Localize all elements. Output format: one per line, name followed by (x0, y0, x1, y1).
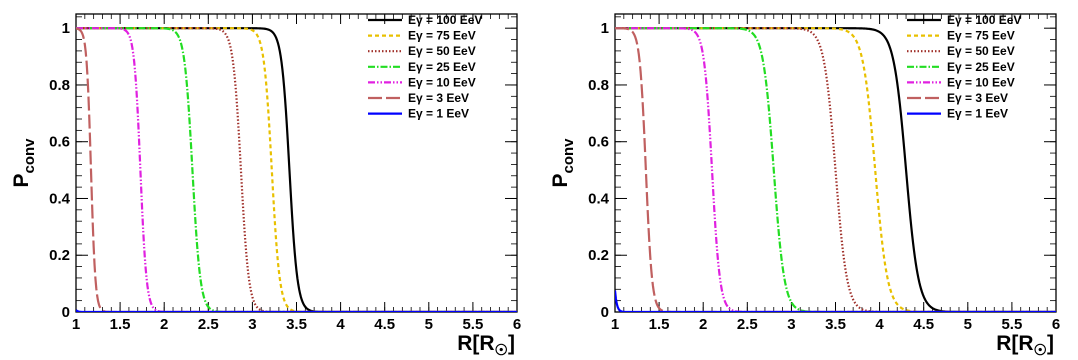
y-tick-label: 0 (62, 304, 70, 321)
x-tick-label: 2 (699, 316, 707, 333)
y-axis-title: Pconv (10, 138, 38, 188)
y-tick-label: 0.6 (49, 134, 70, 151)
x-tick-label: 3.5 (286, 316, 307, 333)
legend-entry-label: Eγ = 1 EeV (408, 107, 469, 121)
x-tick-label: 1 (72, 316, 80, 333)
y-tick-label: 0.6 (588, 134, 609, 151)
y-tick-label: 0 (601, 304, 609, 321)
legend-entry-label: Eγ = 100 EeV (947, 13, 1021, 27)
y-tick-label: 0.8 (49, 77, 70, 94)
x-axis-title: R[R☉] (996, 332, 1054, 359)
x-tick-label: 2.5 (198, 316, 219, 333)
chart-left: 1 1.5 2 2.5 3 3.5 4 4.5 5 5.5 6 0 0.2 0.4 0.6 0.8 1 R[R☉]… (10, 13, 521, 359)
x-tick-label: 3.5 (825, 316, 846, 333)
x-tick-label: 3 (248, 316, 256, 333)
y-tick-label: 0.8 (588, 77, 609, 94)
x-tick-label: 4 (336, 316, 345, 333)
x-tick-label: 2.5 (737, 316, 758, 333)
x-tick-label: 6 (513, 316, 521, 333)
legend-entry-label: Eγ = 3 EeV (408, 91, 469, 105)
legend-entry-label: Eγ = 10 EeV (408, 75, 476, 89)
y-tick-label: 1 (62, 20, 70, 37)
x-tick-label: 1 (611, 316, 619, 333)
x-tick-label: 5 (964, 316, 972, 333)
legend-entry-label: Eγ = 50 EeV (947, 44, 1015, 58)
x-tick-label: 4.5 (374, 316, 395, 333)
y-tick-label: 0.4 (588, 190, 610, 207)
x-tick-label: 1.5 (649, 316, 670, 333)
y-tick-label: 0.2 (588, 247, 609, 264)
legend-entry-label: Eγ = 3 EeV (947, 91, 1008, 105)
series-group (615, 27, 1056, 312)
x-axis-title: R[R☉] (457, 332, 515, 359)
legend-entry-label: Eγ = 25 EeV (408, 60, 476, 74)
legend-entry-label: Eγ = 10 EeV (947, 75, 1015, 89)
series-line-4 (615, 27, 1056, 312)
x-tick-label: 6 (1052, 316, 1060, 333)
x-tick-label: 1.5 (110, 316, 131, 333)
x-tick-label: 5.5 (462, 316, 483, 333)
plot-frame (614, 13, 1057, 313)
y-axis-title: Pconv (549, 138, 577, 188)
chart-panel-right: 1 1.5 2 2.5 3 3.5 4 4.5 5 5.5 6 0 0.2 0.4 0.6 0.8 1 R[R☉]… (539, 0, 1078, 360)
y-tick-label: 0.4 (49, 190, 71, 207)
chart-right: 1 1.5 2 2.5 3 3.5 4 4.5 5 5.5 6 0 0.2 0.4 0.6 0.8 1 R[R☉]… (549, 13, 1060, 359)
legend-entry-label: Eγ = 1 EeV (947, 107, 1008, 121)
legend-entry-label: Eγ = 50 EeV (408, 44, 476, 58)
y-tick-label: 0.2 (49, 247, 70, 264)
x-tick-label: 5 (425, 316, 433, 333)
x-tick-label: 5.5 (1001, 316, 1022, 333)
series-line-2 (76, 27, 517, 312)
series-group (76, 27, 517, 312)
y-tick-label: 1 (601, 20, 609, 37)
legend-entry-label: Eγ = 75 EeV (947, 29, 1015, 43)
x-tick-label: 3 (787, 316, 795, 333)
legend-entry-label: Eγ = 75 EeV (408, 29, 476, 43)
x-tick-label: 4 (875, 316, 884, 333)
legend-entry-label: Eγ = 25 EeV (947, 60, 1015, 74)
x-tick-label: 2 (160, 316, 168, 333)
legend-entry-label: Eγ = 100 EeV (408, 13, 482, 27)
chart-panel-left: 1 1.5 2 2.5 3 3.5 4 4.5 5 5.5 6 0 0.2 0.4 0.6 0.8 1 R[R☉]… (10, 13, 521, 359)
x-tick-label: 4.5 (913, 316, 934, 333)
